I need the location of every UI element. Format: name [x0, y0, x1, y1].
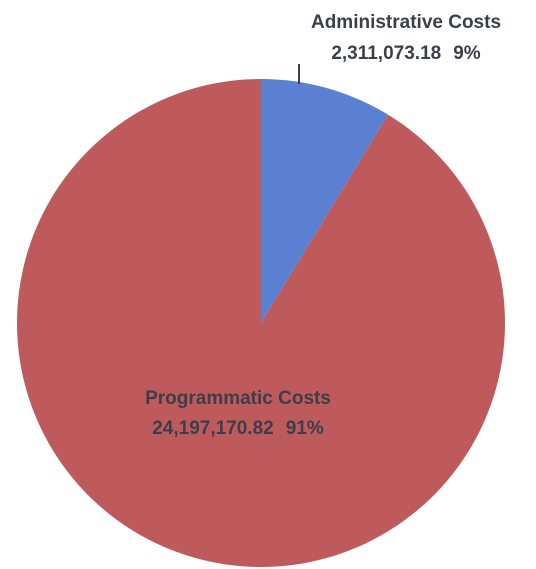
- administrative-value: 2,311,073.18: [331, 43, 441, 64]
- label-programmatic-value: 24,197,170.82 91%: [152, 418, 324, 439]
- pie-slice-programmatic-costs: [16, 79, 505, 567]
- label-administrative-value: 2,311,073.18 9%: [331, 43, 480, 64]
- pie-slice-administrative-costs: [261, 79, 389, 323]
- label-programmatic-name: Programmatic Costs: [145, 388, 331, 409]
- label-administrative-name: Administrative Costs: [311, 12, 501, 33]
- programmatic-percent: 91%: [286, 418, 324, 439]
- programmatic-value: 24,197,170.82: [152, 418, 274, 439]
- pie-slices: [16, 79, 505, 567]
- administrative-percent: 9%: [453, 43, 481, 64]
